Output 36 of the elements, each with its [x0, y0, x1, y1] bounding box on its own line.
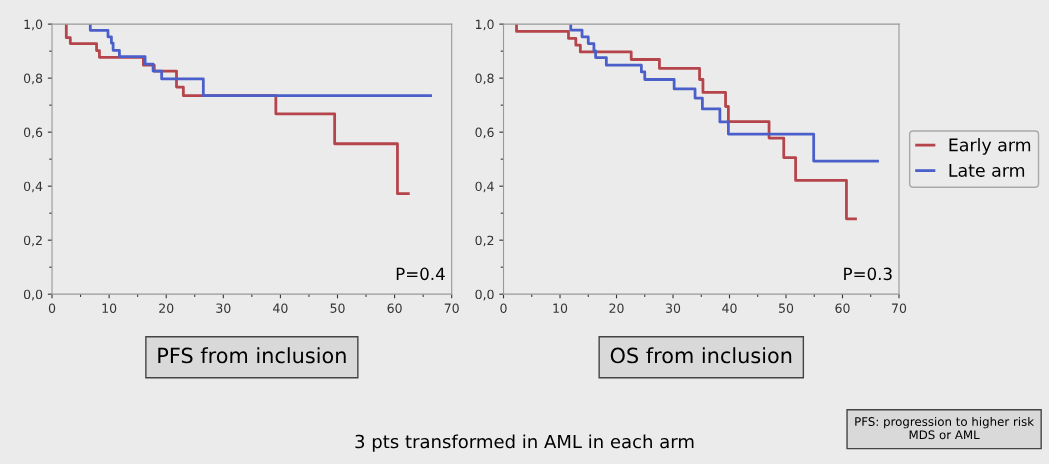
y-tick-label: 1,0	[24, 19, 43, 31]
x-tick-label: 50	[330, 303, 345, 313]
annotation: P=0.3	[844, 267, 892, 281]
y-tick-label: 0,4	[475, 181, 494, 193]
y-tick-label: 0,2	[23, 235, 42, 247]
y-tick-label: 0,8	[23, 73, 43, 85]
x-tick-label: 40	[722, 303, 737, 313]
y-tick-label: 0,0	[23, 289, 43, 301]
y-tick-label: 0,2	[475, 235, 494, 247]
y-tick-label: 0,4	[23, 181, 43, 193]
text: 3 pts transformed in AML in each arm	[355, 434, 694, 452]
annotation: P=0.4	[396, 267, 445, 281]
y-tick-label: 0,6	[475, 127, 494, 139]
x-tick-label: 60	[835, 303, 850, 313]
x-tick-label: 20	[609, 303, 624, 313]
legend-label: Early arm	[949, 138, 1031, 155]
x-tick-label: 10	[102, 303, 117, 313]
x-tick-label: 40	[273, 303, 288, 313]
y-tick-label: 0,8	[475, 73, 494, 85]
legend-label: Late arm	[949, 164, 1025, 177]
y-tick-label: 1,0	[475, 19, 494, 31]
x-tick-label: 30	[666, 303, 681, 313]
x-tick-label: 30	[216, 303, 231, 313]
x-tick-label: 10	[553, 303, 568, 313]
x-tick-label: 50	[779, 303, 794, 313]
x-tick-label: 20	[159, 303, 174, 313]
x-tick-label: 60	[387, 303, 402, 313]
x-tick-label: 70	[892, 303, 907, 313]
y-tick-label: 0,0	[475, 289, 494, 301]
text: PFS from inclusion	[158, 347, 346, 364]
text: OS from inclusion	[610, 347, 792, 364]
x-tick-label: 0	[48, 303, 56, 313]
y-tick-label: 0,6	[23, 127, 43, 139]
x-tick-label: 0	[500, 303, 507, 313]
x-tick-label: 70	[444, 303, 459, 313]
text: PFS: progression to higher risk MDS or AML	[855, 416, 1035, 440]
